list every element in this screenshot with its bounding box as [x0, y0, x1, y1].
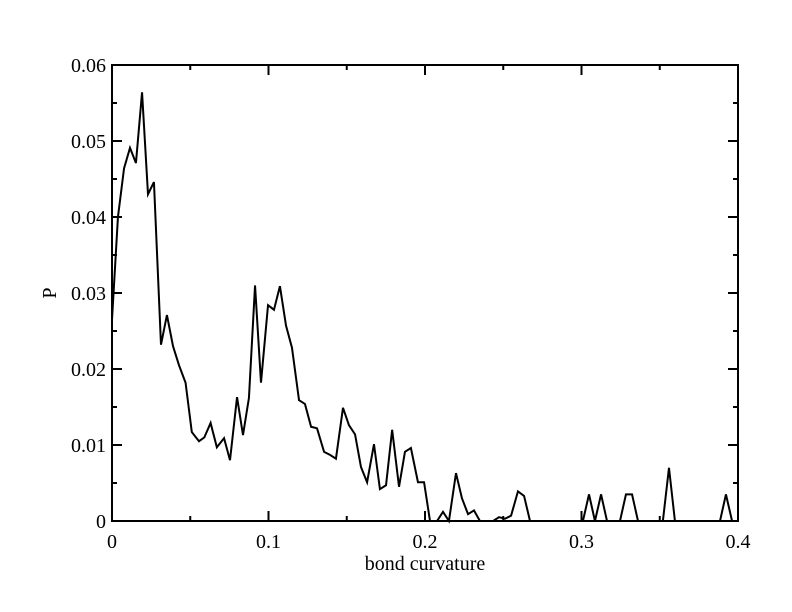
- data-line: [111, 92, 738, 524]
- y-tick-label: 0.01: [71, 435, 106, 457]
- y-tick-label: 0.03: [71, 283, 106, 305]
- y-tick-label: 0.06: [71, 55, 106, 77]
- y-tick-label: 0: [96, 511, 106, 533]
- y-tick-label: 0.04: [71, 207, 106, 229]
- x-tick-label: 0.1: [256, 531, 281, 553]
- y-tick-label: 0.05: [71, 131, 106, 153]
- x-axis-label: bond curvature: [365, 553, 486, 575]
- x-tick-label: 0.4: [726, 531, 751, 553]
- x-tick-label: 0: [107, 531, 117, 553]
- y-tick-label: 0.02: [71, 359, 106, 381]
- y-axis-label: P: [39, 287, 61, 298]
- x-tick-label: 0.2: [413, 531, 438, 553]
- x-tick-label: 0.3: [569, 531, 594, 553]
- plot-frame: [111, 64, 739, 522]
